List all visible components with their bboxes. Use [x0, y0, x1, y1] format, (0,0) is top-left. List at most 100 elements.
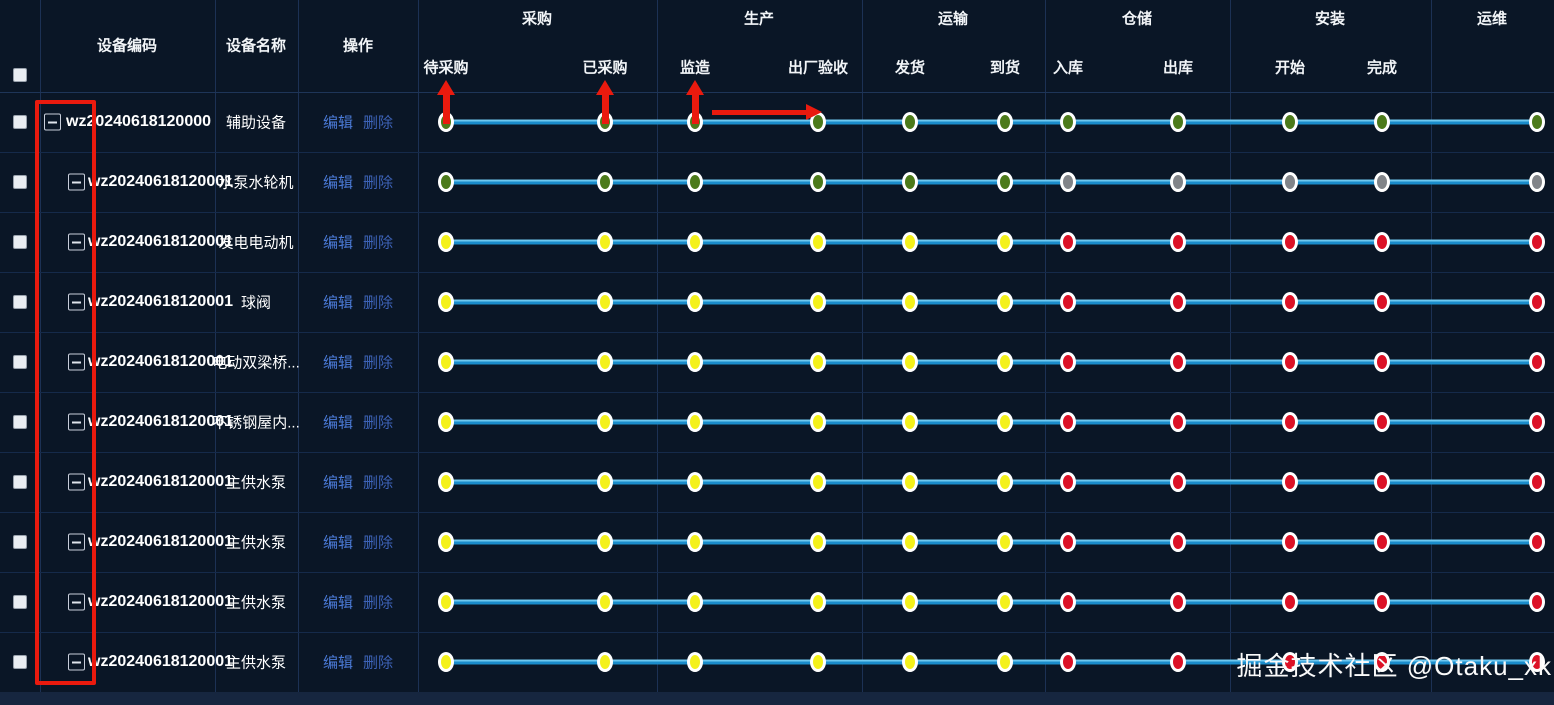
collapse-toggle-icon[interactable] [68, 473, 85, 491]
stage-status-dot-red [1374, 292, 1390, 312]
equipment-name: 不锈钢屋内... [212, 414, 300, 432]
row-checkbox[interactable] [13, 115, 27, 129]
stage-status-dot-yellow [687, 652, 703, 672]
stage-status-dot-yellow [438, 472, 454, 492]
column-header-ops: 操作 [342, 37, 374, 55]
column-divider [1431, 0, 1432, 692]
row-checkbox[interactable] [13, 415, 27, 429]
equipment-code: wz20240618120001 [88, 353, 234, 370]
delete-link[interactable]: 删除 [363, 234, 394, 252]
stage-status-dot-yellow [810, 232, 826, 252]
delete-link[interactable]: 删除 [363, 114, 394, 132]
stage-sub-label: 出厂验收 [787, 59, 849, 77]
stage-status-dot-yellow [810, 412, 826, 432]
timeline-line [446, 479, 1537, 485]
stage-status-dot-yellow [597, 412, 613, 432]
stage-status-dot-green [597, 172, 613, 192]
row-checkbox[interactable] [13, 655, 27, 669]
stage-status-dot-yellow [810, 592, 826, 612]
edit-link[interactable]: 编辑 [322, 654, 353, 672]
delete-link[interactable]: 删除 [363, 294, 394, 312]
stage-status-dot-red [1170, 352, 1186, 372]
stage-status-dot-yellow [902, 412, 918, 432]
stage-status-dot-yellow [810, 292, 826, 312]
collapse-toggle-icon[interactable] [68, 653, 85, 671]
equipment-code: wz20240618120001 [88, 593, 234, 610]
stage-sub-label: 出库 [1162, 59, 1194, 77]
delete-link[interactable]: 删除 [363, 174, 394, 192]
stage-status-dot-yellow [687, 292, 703, 312]
row-actions: 编辑 删除 [323, 412, 393, 433]
edit-link[interactable]: 编辑 [322, 234, 353, 252]
row-checkbox[interactable] [13, 355, 27, 369]
stage-sub-label: 监造 [679, 59, 711, 77]
stage-status-dot-red [1529, 472, 1545, 492]
stage-status-dot-green [1374, 112, 1390, 132]
delete-link[interactable]: 删除 [363, 654, 394, 672]
stage-status-dot-gray [1374, 172, 1390, 192]
row-checkbox[interactable] [13, 175, 27, 189]
horizontal-scrollbar-track[interactable] [0, 692, 1554, 705]
stage-sub-label: 入库 [1052, 59, 1084, 77]
delete-link[interactable]: 删除 [363, 414, 394, 432]
edit-link[interactable]: 编辑 [322, 114, 353, 132]
collapse-toggle-icon[interactable] [68, 173, 85, 191]
delete-link[interactable]: 删除 [363, 474, 394, 492]
stage-status-dot-yellow [997, 652, 1013, 672]
collapse-toggle-icon[interactable] [68, 413, 85, 431]
table-row: wz20240618120001 主供水泵 编辑 删除 [0, 512, 1554, 572]
stage-group-label: 仓储 [1121, 10, 1153, 28]
stage-group-label: 安装 [1314, 10, 1346, 28]
edit-link[interactable]: 编辑 [322, 534, 353, 552]
row-checkbox[interactable] [13, 535, 27, 549]
edit-link[interactable]: 编辑 [322, 294, 353, 312]
stage-status-dot-red [1282, 352, 1298, 372]
stage-status-dot-yellow [902, 652, 918, 672]
stage-status-dot-yellow [597, 232, 613, 252]
stage-status-dot-red [1282, 412, 1298, 432]
delete-link[interactable]: 删除 [363, 594, 394, 612]
stage-status-dot-green [687, 112, 703, 132]
stage-status-dot-red [1374, 352, 1390, 372]
equipment-name: 主供水泵 [225, 654, 287, 672]
row-checkbox[interactable] [13, 295, 27, 309]
delete-link[interactable]: 删除 [363, 354, 394, 372]
equipment-name: 电动双梁桥... [212, 354, 300, 372]
collapse-toggle-icon[interactable] [68, 353, 85, 371]
collapse-toggle-icon[interactable] [68, 593, 85, 611]
stage-sub-label: 已采购 [582, 59, 628, 77]
edit-link[interactable]: 编辑 [322, 474, 353, 492]
delete-link[interactable]: 删除 [363, 534, 394, 552]
stage-status-dot-yellow [438, 352, 454, 372]
column-divider [657, 0, 658, 692]
collapse-toggle-icon[interactable] [44, 113, 61, 131]
row-divider [0, 92, 1554, 93]
row-divider [0, 152, 1554, 153]
row-actions: 编辑 删除 [323, 592, 393, 613]
edit-link[interactable]: 编辑 [322, 354, 353, 372]
stage-group-label: 采购 [521, 10, 553, 28]
equipment-name: 球阀 [240, 294, 272, 312]
stage-status-dot-red [1170, 652, 1186, 672]
row-actions: 编辑 删除 [323, 472, 393, 493]
table-row: wz20240618120001 主供水泵 编辑 删除 [0, 452, 1554, 512]
row-checkbox[interactable] [13, 595, 27, 609]
stage-status-dot-green [1529, 112, 1545, 132]
timeline-line [446, 119, 1537, 125]
row-actions: 编辑 删除 [323, 532, 393, 553]
row-checkbox[interactable] [13, 475, 27, 489]
table-row: wz20240618120001 水泵水轮机 编辑 删除 [0, 152, 1554, 212]
row-divider [0, 512, 1554, 513]
row-checkbox[interactable] [13, 235, 27, 249]
stage-status-dot-yellow [597, 292, 613, 312]
stage-status-dot-gray [1170, 172, 1186, 192]
stage-status-dot-yellow [597, 352, 613, 372]
collapse-toggle-icon[interactable] [68, 293, 85, 311]
table-row: wz20240618120001 发电电动机 编辑 删除 [0, 212, 1554, 272]
edit-link[interactable]: 编辑 [322, 414, 353, 432]
select-all-checkbox[interactable] [13, 68, 27, 82]
edit-link[interactable]: 编辑 [322, 594, 353, 612]
collapse-toggle-icon[interactable] [68, 233, 85, 251]
edit-link[interactable]: 编辑 [322, 174, 353, 192]
collapse-toggle-icon[interactable] [68, 533, 85, 551]
